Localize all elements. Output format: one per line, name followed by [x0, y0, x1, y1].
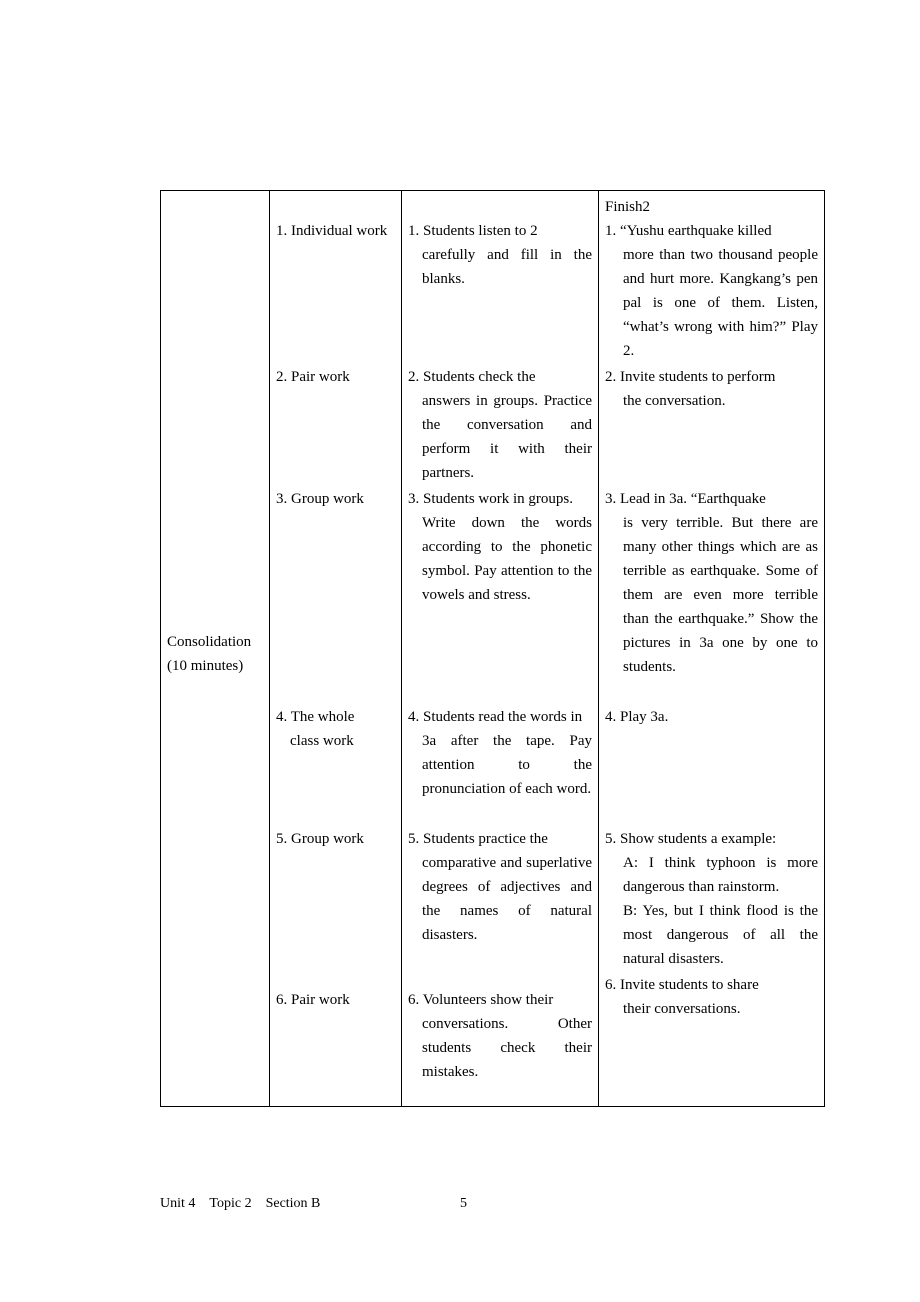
- interaction-item: 6. Pair work: [276, 988, 395, 1012]
- stage-duration: (10 minutes): [167, 654, 263, 678]
- interaction-item: 4. The whole class work: [276, 705, 395, 825]
- table-row: Consolidation (10 minutes) 1. Individual…: [161, 191, 825, 1107]
- teacher-activity-item: 1. “Yushu earthquake killed more than tw…: [605, 219, 818, 363]
- teacher-activity-cell: Finish2 1. “Yushu earthquake killed more…: [599, 191, 825, 1107]
- interaction-item: 1. Individual work: [276, 219, 395, 363]
- student-activity-item: 6. Volunteers show their conversations. …: [408, 988, 592, 1084]
- lesson-plan-table: Consolidation (10 minutes) 1. Individual…: [160, 190, 825, 1107]
- interaction-item: 2. Pair work: [276, 365, 395, 485]
- interaction-item: 5. Group work: [276, 827, 395, 986]
- interaction-cell: 1. Individual work 2. Pair work 3. Group…: [270, 191, 402, 1107]
- teacher-activity-item: 5. Show students a example: A: I think t…: [605, 827, 818, 971]
- student-activity-item: 4. Students read the words in 3a after t…: [408, 705, 592, 825]
- student-activity-item: 1. Students listen to 2 carefully and fi…: [408, 219, 592, 363]
- teacher-activity-item: 3. Lead in 3a. “Earthquake is very terri…: [605, 487, 818, 703]
- student-activity-item: 5. Students practice the comparative and…: [408, 827, 592, 986]
- document-page: Consolidation (10 minutes) 1. Individual…: [0, 0, 920, 1302]
- teacher-activity-item: 6. Invite students to share their conver…: [605, 973, 818, 1021]
- student-activity-item: 2. Students check the answers in groups.…: [408, 365, 592, 485]
- footer-left-text: Unit 4 Topic 2 Section B: [160, 1196, 320, 1211]
- student-activity-item: 3. Students work in groups. Write down t…: [408, 487, 592, 703]
- stage-cell: Consolidation (10 minutes): [161, 191, 270, 1107]
- interaction-item: 3. Group work: [276, 487, 395, 703]
- teacher-activity-item: 2. Invite students to perform the conver…: [605, 365, 818, 485]
- teacher-activity-item: 4. Play 3a.: [605, 705, 818, 825]
- student-activity-cell: 1. Students listen to 2 carefully and fi…: [402, 191, 599, 1107]
- stage-title: Consolidation: [167, 630, 263, 654]
- page-number: 5: [460, 1196, 467, 1212]
- page-footer: Unit 4 Topic 2 Section B 5: [160, 1196, 772, 1212]
- teacher-activity-header: Finish2: [605, 195, 818, 219]
